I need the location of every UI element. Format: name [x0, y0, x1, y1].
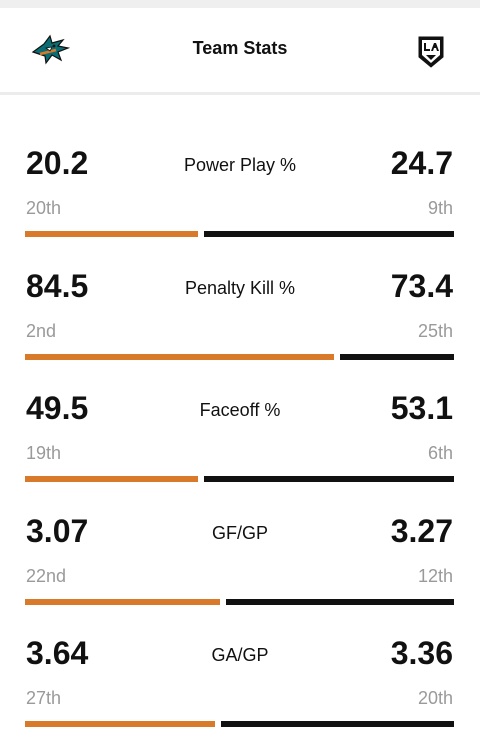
away-bar: [340, 353, 454, 360]
away-stat-value: 3.36: [390, 635, 453, 671]
home-bar: [25, 353, 334, 360]
comparison-bar: [25, 598, 454, 605]
stat-label: Power Play %: [183, 155, 297, 175]
home-bar: [25, 721, 215, 727]
home-bar: [25, 231, 198, 237]
comparison-bar: [25, 476, 454, 482]
home-stat-rank: 20th: [26, 198, 62, 218]
away-stat-rank: 20th: [417, 688, 453, 708]
home-bar: [25, 476, 198, 482]
away-stat-rank: 9th: [427, 198, 453, 218]
home-stat-rank: 2nd: [26, 320, 57, 341]
kings-logo-graphic: [418, 36, 444, 68]
stat-label: GA/GP: [211, 645, 269, 665]
away-stat-value: 53.1: [390, 390, 453, 426]
home-stat-rank: 22nd: [26, 565, 67, 586]
home-stat-value: 3.64: [26, 635, 89, 671]
stat-row: 20.2 Power Play % 24.7 20th 9th: [0, 95, 480, 237]
away-stat-value: 24.7: [390, 145, 453, 181]
comparison-bar: [25, 721, 454, 727]
home-stat-rank: 27th: [26, 688, 62, 708]
away-bar: [226, 598, 454, 605]
home-stat-value: 49.5: [26, 390, 89, 426]
header-title: Team Stats: [192, 38, 288, 58]
away-bar: [221, 721, 454, 727]
home-stat-rank: 19th: [26, 443, 62, 463]
home-stat-value: 84.5: [26, 267, 89, 304]
stat-label: Faceoff %: [199, 400, 281, 420]
stat-label: GF/GP: [211, 522, 268, 543]
kings-logo-icon[interactable]: [416, 34, 446, 70]
stat-row: 49.5 Faceoff % 53.1 19th 6th: [0, 340, 480, 482]
home-bar: [25, 598, 220, 605]
home-stat-value: 20.2: [26, 145, 89, 181]
stat-row: 84.5 Penalty Kill % 73.4 2nd 25th: [0, 218, 480, 360]
home-stat-value: 3.07: [26, 512, 89, 549]
stats-list: 20.2 Power Play % 24.7 20th 9th 84.5 Penalty K…: [0, 95, 480, 727]
top-strip: [0, 0, 480, 8]
header: Team Stats: [0, 8, 480, 92]
away-bar: [204, 231, 454, 237]
comparison-bar: [25, 353, 454, 360]
away-bar: [204, 476, 454, 482]
away-stat-rank: 6th: [427, 443, 453, 463]
stat-row: 3.07 GF/GP 3.27 22nd 12th: [0, 463, 480, 605]
comparison-bar: [25, 231, 454, 237]
stat-label: Penalty Kill %: [184, 277, 296, 298]
sharks-logo-graphic: [31, 34, 71, 65]
away-stat-value: 73.4: [390, 267, 453, 304]
header-divider: [0, 92, 480, 95]
sharks-logo-icon[interactable]: [30, 30, 71, 70]
stat-row: 3.64 GA/GP 3.36 27th 20th: [0, 585, 480, 727]
away-stat-rank: 12th: [417, 565, 453, 586]
away-stat-value: 3.27: [390, 512, 453, 549]
away-stat-rank: 25th: [417, 320, 453, 341]
